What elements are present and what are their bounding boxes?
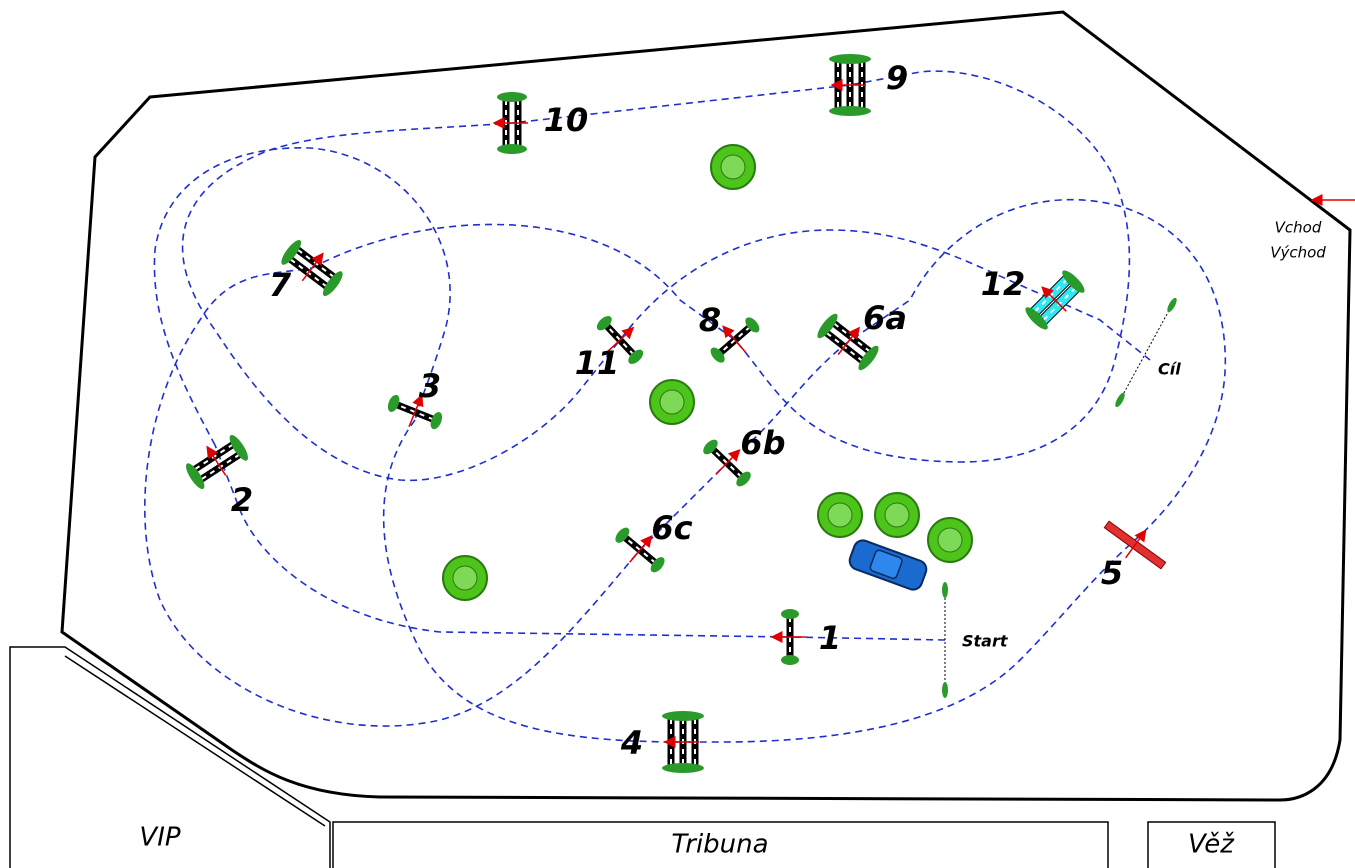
jump-number: 7: [269, 266, 292, 304]
arena-outline: [60, 10, 1352, 802]
jump-number: 6b: [740, 424, 785, 462]
jump: [492, 92, 528, 154]
jump: [710, 317, 760, 363]
vez-area: [1147, 821, 1276, 868]
tree-crown: [827, 502, 853, 528]
finish-line: [1115, 297, 1177, 408]
jump-wing: [781, 655, 799, 665]
jump: [281, 240, 343, 296]
vez-label: Věž: [1188, 830, 1235, 860]
jump-wing: [829, 54, 871, 64]
jump-direction: [607, 326, 635, 352]
jump-number: 6a: [863, 299, 907, 337]
vip-label: VIP: [139, 823, 180, 853]
jump-number: 4: [620, 724, 643, 762]
jump-wing: [281, 240, 302, 265]
finish-label: Cíl: [1158, 360, 1181, 379]
vip-area: [9, 646, 331, 868]
jump-wing: [817, 313, 838, 339]
jump-wing: [186, 463, 205, 490]
jump-wing: [1025, 307, 1048, 330]
jump-wing: [662, 763, 704, 773]
jump-direction: [722, 325, 747, 353]
jump-direction: [837, 326, 861, 356]
jump: [703, 439, 751, 487]
jump-wing: [745, 317, 760, 333]
jump-wing: [322, 271, 343, 296]
jump-wing: [628, 349, 644, 364]
jump-number: 6c: [651, 509, 692, 547]
jump: [817, 313, 879, 371]
jump-direction: [206, 445, 227, 476]
tree-crown: [659, 389, 685, 415]
tribuna-area: [332, 821, 1109, 868]
jump: [387, 393, 443, 430]
entrance-label: Vchod: [1275, 219, 1322, 237]
jump-wing: [736, 471, 751, 487]
jump-number: 12: [981, 265, 1026, 303]
jump-number: 9: [886, 59, 908, 97]
jump-wing: [615, 527, 630, 543]
start-line: [942, 582, 948, 698]
jump-number: 1: [819, 619, 841, 657]
jump-number: 10: [544, 101, 589, 139]
jump-direction: [629, 535, 653, 563]
tree-crown: [937, 527, 963, 553]
jump: [662, 711, 704, 773]
jump-wing: [497, 144, 527, 154]
jump: [596, 316, 644, 364]
jump-wing: [710, 347, 725, 363]
jump: [1103, 520, 1167, 570]
jump-wing: [1062, 270, 1085, 293]
jump-wing: [781, 609, 799, 619]
jump-wing: [430, 412, 443, 430]
jump-wing: [650, 557, 665, 573]
jump-number: 2: [231, 481, 253, 519]
jump-wing: [387, 394, 400, 412]
tribuna-label: Tribuna: [671, 830, 768, 860]
jump-wing: [703, 439, 718, 455]
exit-label: Východ: [1270, 244, 1326, 262]
jump-number: 8: [699, 301, 721, 339]
jump-number: 5: [1101, 554, 1123, 592]
jump-wing: [662, 711, 704, 721]
jump-direction: [1041, 286, 1067, 312]
tree-crown: [720, 154, 746, 180]
jump: [1025, 270, 1085, 330]
jump: [615, 527, 665, 573]
jump: [829, 54, 871, 116]
jump: [770, 609, 806, 665]
trees: [442, 144, 973, 601]
jump-wing: [596, 316, 612, 331]
jump-direction: [1124, 529, 1147, 559]
jump-number: 3: [419, 367, 441, 405]
jump-direction: [408, 393, 424, 428]
jump-number: 11: [575, 344, 620, 382]
jump-wing: [858, 345, 879, 371]
jump-direction: [301, 252, 324, 282]
vip-inner: [64, 655, 326, 827]
car: [848, 539, 928, 591]
tree-crown: [884, 502, 910, 528]
jump-wing: [497, 92, 527, 102]
jump-wing: [229, 434, 248, 461]
tree-crown: [452, 565, 478, 591]
jump: [186, 434, 248, 490]
jump-wing: [829, 106, 871, 116]
jump-direction: [715, 448, 741, 476]
start-label: Start: [962, 632, 1009, 651]
